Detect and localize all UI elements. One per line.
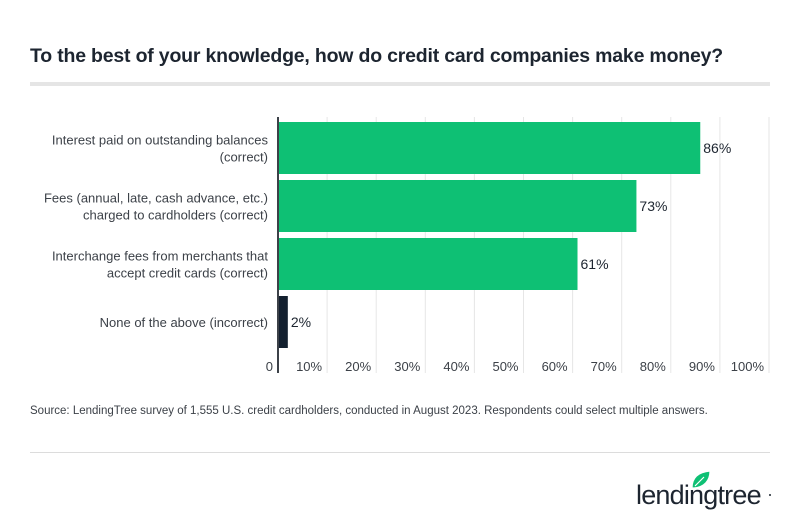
- title-divider: [30, 82, 770, 86]
- x-tick-label: 20%: [345, 359, 371, 374]
- x-tick-label: 90%: [689, 359, 715, 374]
- data-label: 2%: [291, 314, 311, 330]
- svg-text:lendingtree: lendingtree: [636, 480, 761, 510]
- category-label: Fees (annual, late, cash advance, etc.): [44, 191, 268, 206]
- bar: [278, 296, 288, 348]
- x-tick-label: 100%: [731, 359, 765, 374]
- data-label: 61%: [581, 256, 609, 272]
- bar-chart: 0 10% 20% 30% 40% 50% 60% 70% 80% 90% 100% 86% Inter…: [44, 117, 770, 374]
- category-label: Interest paid on outstanding balances: [52, 133, 269, 148]
- x-tick-label: 50%: [492, 359, 518, 374]
- category-label: Interchange fees from merchants that: [52, 249, 268, 264]
- bar: [278, 122, 701, 174]
- lendingtree-logo: lendingtree: [636, 470, 771, 510]
- footer-divider: [30, 452, 770, 453]
- x-tick-label: 70%: [591, 359, 617, 374]
- category-label: (correct): [220, 150, 268, 165]
- source-note: Source: LendingTree survey of 1,555 U.S.…: [30, 405, 708, 417]
- bar: [278, 180, 637, 232]
- data-label: 73%: [639, 198, 667, 214]
- x-tick-label: 60%: [542, 359, 568, 374]
- x-tick-label: 80%: [640, 359, 666, 374]
- category-label: accept credit cards (correct): [107, 266, 268, 281]
- category-label: None of the above (incorrect): [100, 315, 268, 330]
- x-tick-label: 30%: [394, 359, 420, 374]
- x-tick-label: 40%: [443, 359, 469, 374]
- bar: [278, 238, 578, 290]
- category-label: charged to cardholders (correct): [83, 208, 268, 223]
- x-tick-label: 10%: [296, 359, 322, 374]
- chart-title: To the best of your knowledge, how do cr…: [30, 45, 723, 67]
- data-label: 86%: [703, 140, 731, 156]
- x-tick-label: 0: [266, 359, 273, 374]
- leaf-icon: [691, 470, 711, 489]
